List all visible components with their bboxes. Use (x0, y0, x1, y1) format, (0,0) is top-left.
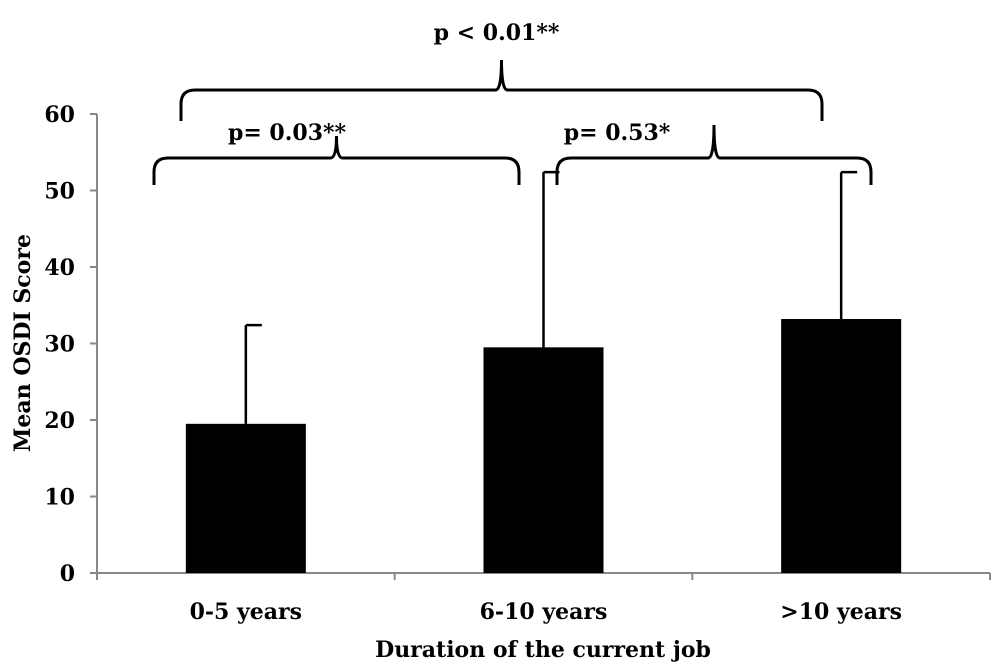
y-tick-label: 30 (44, 332, 75, 358)
significance-brackets: p < 0.01** p= 0.03** p= 0.53* (152, 20, 873, 185)
y-tick-label: 50 (44, 179, 75, 205)
x-tick-label: >10 years (780, 599, 902, 625)
x-tick-label: 0-5 years (190, 599, 302, 625)
x-tick-label: 6-10 years (480, 599, 608, 625)
bar (185, 423, 306, 573)
x-ticks: 0-5 years 6-10 years >10 years (96, 573, 991, 625)
y-axis-title: Mean OSDI Score (10, 234, 36, 452)
error-bars (244, 170, 858, 424)
y-tick-label: 60 (44, 102, 75, 128)
bar (483, 347, 604, 573)
y-ticks: 0 10 20 30 40 50 60 (44, 102, 97, 587)
significance-bracket (152, 135, 521, 185)
y-tick-label: 10 (44, 485, 75, 511)
y-tick-label: 20 (44, 408, 75, 434)
p-value-label: p= 0.03** (228, 120, 347, 146)
bars (185, 319, 902, 573)
bar (781, 319, 902, 573)
y-tick-label: 40 (44, 255, 75, 281)
p-value-label: p= 0.53* (564, 120, 671, 146)
p-value-label: p < 0.01** (434, 20, 560, 46)
significance-bracket (179, 59, 824, 121)
x-axis-title: Duration of the current job (375, 637, 711, 663)
y-tick-label: 0 (60, 561, 75, 587)
significance-bracket (555, 124, 873, 185)
